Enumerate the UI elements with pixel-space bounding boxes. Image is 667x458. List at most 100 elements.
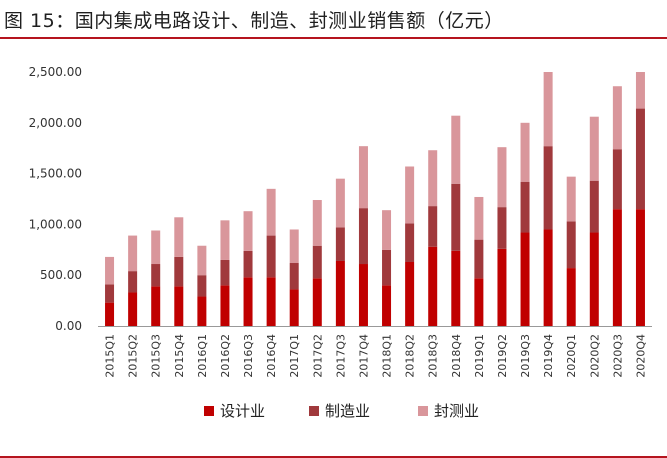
- bar-segment: [197, 275, 207, 297]
- bar-segment: [128, 292, 138, 326]
- bar-segment: [543, 72, 553, 147]
- bar-segment: [174, 286, 184, 326]
- bar-segment: [151, 230, 161, 265]
- bar-segment: [289, 229, 299, 264]
- x-tick-label: 2017Q1: [288, 334, 301, 378]
- bar-segment: [128, 235, 138, 272]
- bar-segment: [612, 86, 622, 150]
- legend-swatch: [309, 406, 319, 416]
- bar-segment: [335, 260, 345, 326]
- bar-segment: [612, 149, 622, 210]
- x-tick-label: 2016Q2: [219, 334, 232, 378]
- page-title: 图 15：国内集成电路设计、制造、封测业销售额（亿元）: [4, 10, 504, 32]
- bar-segment: [312, 278, 322, 326]
- bar-segment: [312, 200, 322, 246]
- bar-segment: [451, 115, 461, 184]
- y-tick-label: 2,000.00: [29, 116, 82, 130]
- bar-segment: [543, 229, 553, 326]
- bar-segment: [243, 211, 253, 251]
- y-tick-label: 1,500.00: [29, 167, 82, 181]
- legend-label: 制造业: [325, 402, 370, 420]
- bar-segment: [428, 150, 438, 207]
- x-tick-label: 2016Q1: [196, 334, 209, 378]
- bar-segment: [520, 122, 530, 182]
- legend-swatch: [418, 406, 428, 416]
- x-tick-label: 2015Q3: [150, 334, 163, 378]
- bar-segment: [174, 217, 184, 257]
- x-tick-label: 2019Q2: [496, 334, 509, 378]
- bar-segment: [474, 196, 484, 240]
- bar-segment: [566, 221, 576, 269]
- bar-segment: [635, 209, 645, 326]
- x-tick-label: 2018Q3: [427, 334, 440, 378]
- bar-segment: [382, 249, 392, 286]
- x-tick-label: 2017Q2: [311, 334, 324, 378]
- x-tick-label: 2020Q4: [634, 334, 647, 378]
- bar-segment: [335, 227, 345, 261]
- bar-segment: [428, 246, 438, 326]
- bar-segment: [243, 277, 253, 326]
- bar-segment: [497, 248, 507, 326]
- bars: [105, 72, 645, 326]
- bar-segment: [197, 296, 207, 326]
- x-tick-label: 2017Q4: [357, 334, 370, 378]
- x-tick-label: 2016Q3: [242, 334, 255, 378]
- y-tick-label: 1,000.00: [29, 217, 82, 231]
- bar-segment: [635, 72, 645, 109]
- bar-segment: [405, 223, 415, 262]
- bar-segment: [358, 208, 368, 265]
- bar-segment: [128, 271, 138, 293]
- bar-segment: [266, 188, 276, 236]
- x-tick-label: 2018Q1: [381, 334, 394, 378]
- bar-segment: [589, 232, 599, 326]
- bar-segment: [197, 245, 207, 276]
- bar-segment: [589, 180, 599, 233]
- bar-segment: [451, 250, 461, 326]
- legend-label: 设计业: [220, 402, 265, 420]
- bar-segment: [220, 220, 230, 260]
- bar-segment: [174, 256, 184, 287]
- bar-segment: [474, 239, 484, 279]
- bar-segment: [497, 207, 507, 249]
- x-tick-label: 2020Q1: [565, 334, 578, 378]
- bar-segment: [635, 108, 645, 210]
- bar-segment: [474, 278, 484, 326]
- y-tick-label: 2,500.00: [29, 65, 82, 79]
- bar-segment: [151, 286, 161, 326]
- bar-segment: [220, 259, 230, 286]
- x-tick-label: 2015Q2: [127, 334, 140, 378]
- x-tick-label: 2020Q2: [588, 334, 601, 378]
- legend-swatch: [204, 406, 214, 416]
- x-tick-label: 2015Q1: [104, 334, 117, 378]
- bar-segment: [566, 268, 576, 326]
- x-axis: 2015Q1 2015Q2 2015Q3 2015Q4 2016Q1 2016Q2 2016…: [104, 334, 648, 378]
- title-divider: [0, 37, 667, 39]
- bar-segment: [312, 245, 322, 279]
- bar-segment: [358, 264, 368, 326]
- bar-segment: [335, 178, 345, 228]
- bar-segment: [289, 263, 299, 290]
- x-tick-label: 2016Q4: [265, 334, 278, 378]
- x-tick-label: 2019Q3: [519, 334, 532, 378]
- x-tick-label: 2018Q4: [450, 334, 463, 378]
- bar-segment: [405, 261, 415, 326]
- bar-segment: [358, 146, 368, 209]
- bar-segment: [289, 289, 299, 326]
- bar-segment: [105, 284, 115, 303]
- bar-segment: [497, 147, 507, 208]
- bottom-divider: [0, 456, 667, 458]
- bar-segment: [520, 232, 530, 326]
- bar-segment: [520, 181, 530, 233]
- bar-segment: [612, 209, 622, 326]
- x-tick-label: 2018Q2: [404, 334, 417, 378]
- legend-label: 封测业: [434, 402, 479, 420]
- x-tick-label: 2019Q1: [473, 334, 486, 378]
- bar-segment: [382, 210, 392, 250]
- bar-segment: [382, 285, 392, 326]
- bar-segment: [243, 250, 253, 278]
- bar-segment: [266, 235, 276, 278]
- y-tick-label: 500.00: [40, 268, 82, 282]
- bar-segment: [266, 277, 276, 326]
- legend: 设计业 制造业 封测业: [204, 402, 479, 420]
